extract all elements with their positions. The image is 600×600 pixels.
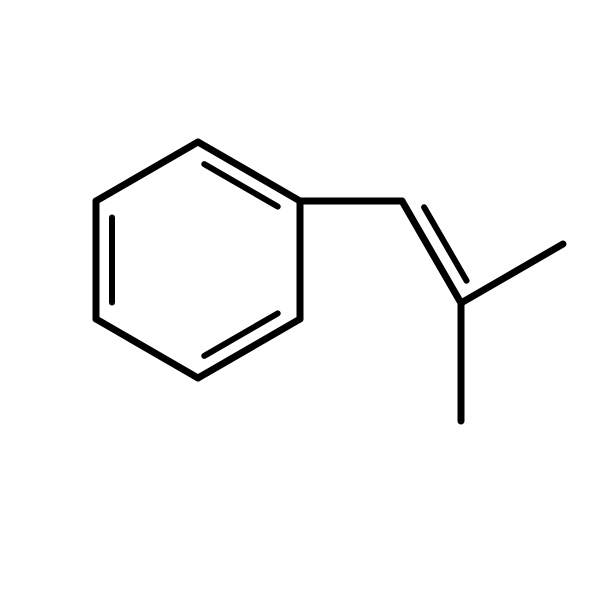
bond-line — [96, 319, 198, 378]
bond-line — [461, 244, 563, 303]
bond-line — [96, 142, 198, 201]
molecule-diagram — [0, 0, 600, 600]
